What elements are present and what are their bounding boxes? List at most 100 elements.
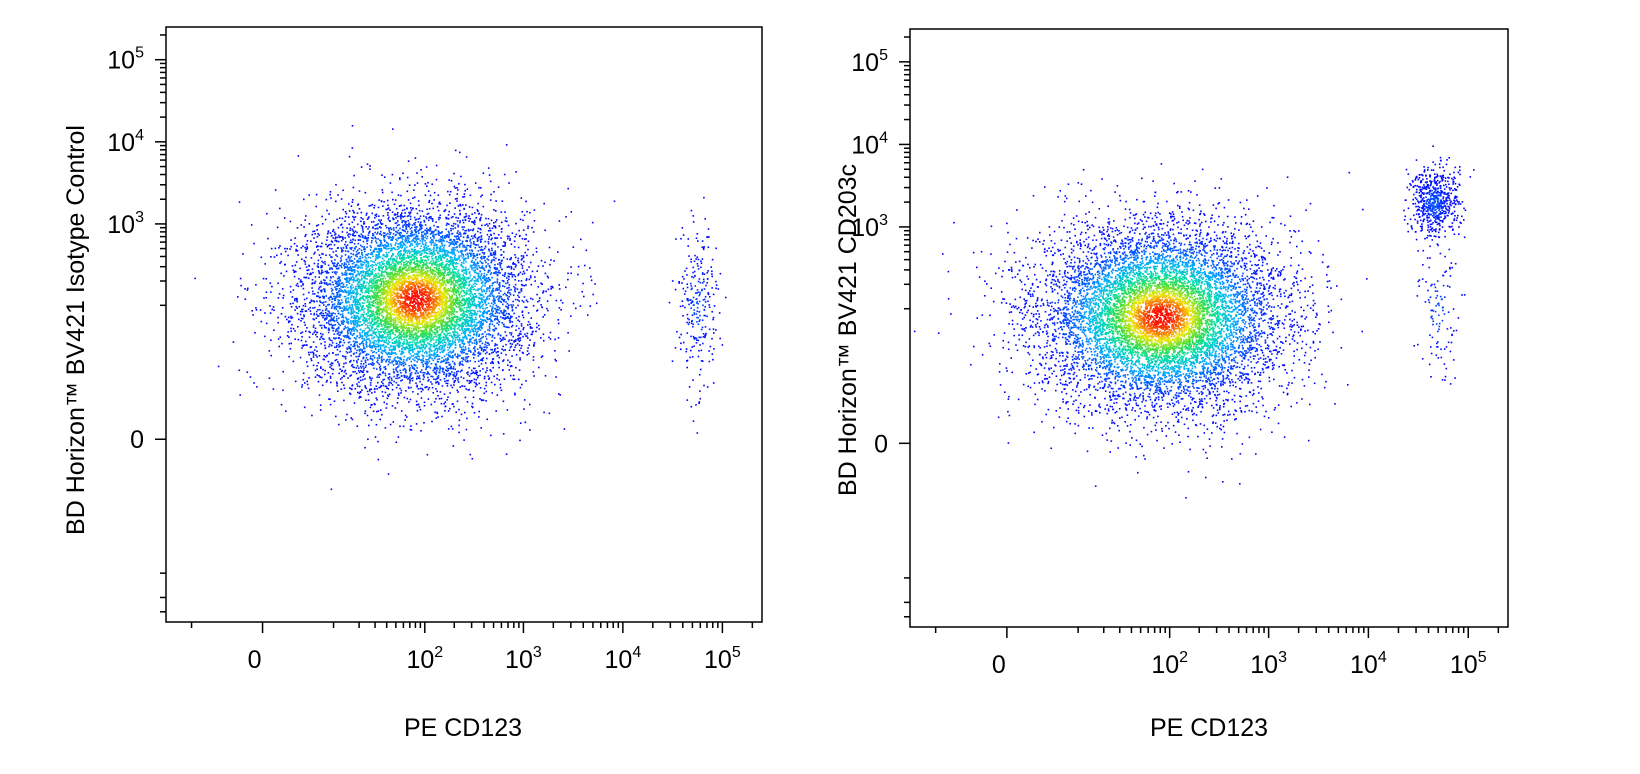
event-dot	[415, 326, 417, 329]
event-dot	[325, 282, 328, 284]
event-dot	[489, 229, 492, 232]
event-dot	[494, 237, 496, 239]
event-dot	[387, 260, 390, 263]
event-dot	[415, 356, 417, 358]
event-dot	[394, 288, 397, 291]
event-dot	[405, 334, 407, 336]
event-dot	[311, 268, 314, 270]
event-dot	[459, 231, 461, 234]
event-dot	[403, 258, 406, 261]
event-dot	[293, 271, 295, 274]
event-dot	[548, 246, 551, 249]
event-dot	[474, 385, 477, 388]
event-dot	[432, 241, 434, 243]
event-dot	[376, 360, 378, 363]
event-dot	[479, 270, 481, 272]
event-dot	[487, 238, 490, 240]
event-dot	[470, 235, 473, 237]
event-dot	[450, 290, 453, 293]
event-dot	[379, 251, 381, 253]
event-dot	[385, 304, 388, 306]
event-dot	[430, 403, 433, 406]
event-dot	[374, 228, 377, 230]
event-dot	[408, 297, 411, 299]
event-dot	[449, 350, 451, 353]
event-dot	[448, 193, 451, 196]
event-dot	[405, 369, 407, 372]
event-dot	[537, 265, 540, 267]
event-dot	[436, 281, 438, 284]
event-dot	[373, 248, 376, 251]
event-dot	[522, 229, 525, 231]
event-dot	[492, 299, 494, 302]
event-dot	[475, 244, 477, 246]
event-dot	[462, 244, 465, 247]
event-dot	[450, 280, 452, 283]
event-dot	[356, 249, 359, 251]
event-dot	[518, 332, 521, 335]
event-dot	[335, 200, 337, 203]
event-dot	[332, 283, 335, 286]
event-dot	[417, 303, 419, 305]
event-dot	[459, 203, 461, 206]
event-dot	[347, 320, 349, 323]
event-dot	[508, 278, 510, 280]
event-dot	[436, 412, 439, 415]
event-dot	[394, 244, 397, 246]
event-dot	[408, 296, 411, 298]
event-dot	[276, 254, 278, 257]
event-dot	[404, 239, 407, 241]
event-dot	[486, 318, 489, 320]
event-dot	[472, 242, 475, 245]
event-dot	[355, 295, 358, 297]
event-dot	[508, 182, 510, 184]
event-dot	[317, 232, 319, 235]
event-dot	[537, 286, 540, 288]
event-dot	[439, 203, 442, 205]
event-dot	[435, 345, 437, 347]
event-dot	[469, 194, 472, 197]
event-dot	[363, 275, 365, 277]
event-dot	[360, 370, 362, 372]
event-dot	[392, 265, 394, 267]
event-dot	[452, 325, 455, 327]
event-dot	[456, 200, 458, 202]
event-dot	[391, 306, 393, 309]
event-dot	[392, 233, 395, 235]
event-dot	[301, 331, 304, 334]
event-dot	[379, 418, 381, 421]
event-dot	[391, 297, 393, 300]
event-dot	[380, 299, 382, 302]
event-dot	[461, 269, 463, 271]
event-dot	[371, 351, 374, 354]
event-dot	[402, 327, 404, 329]
event-dot	[530, 276, 532, 279]
event-dot	[333, 295, 335, 298]
event-dot	[404, 244, 407, 247]
event-dot	[525, 306, 528, 309]
event-dot	[328, 310, 330, 313]
event-dot	[409, 380, 411, 382]
event-dot	[416, 241, 419, 244]
event-dot	[450, 252, 452, 254]
event-dot	[475, 279, 478, 281]
event-dot	[413, 237, 415, 240]
event-dot	[495, 270, 497, 273]
event-dot	[428, 365, 430, 368]
event-dot	[379, 245, 382, 247]
event-dot	[386, 286, 389, 288]
event-dot	[432, 359, 435, 362]
event-dot	[347, 322, 350, 325]
event-dot	[414, 339, 416, 341]
event-dot	[389, 264, 391, 266]
event-dot	[317, 249, 319, 251]
event-dot	[364, 366, 367, 368]
event-dot	[464, 329, 466, 331]
event-dot	[321, 289, 323, 292]
event-dot	[523, 214, 526, 217]
event-dot	[417, 323, 420, 325]
event-dot	[431, 297, 434, 300]
event-dot	[554, 358, 556, 361]
event-dot	[512, 374, 515, 377]
event-dot	[318, 254, 321, 256]
